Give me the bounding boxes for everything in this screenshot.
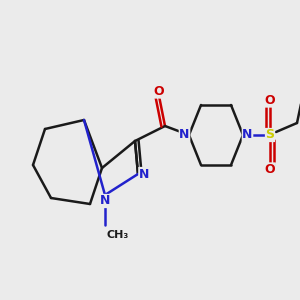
- Text: N: N: [179, 128, 190, 142]
- Text: N: N: [242, 128, 253, 142]
- Text: O: O: [154, 85, 164, 98]
- Text: O: O: [265, 94, 275, 107]
- Text: O: O: [265, 163, 275, 176]
- Text: S: S: [266, 128, 274, 142]
- Text: N: N: [139, 167, 149, 181]
- Text: N: N: [100, 194, 110, 208]
- Text: CH₃: CH₃: [106, 230, 129, 239]
